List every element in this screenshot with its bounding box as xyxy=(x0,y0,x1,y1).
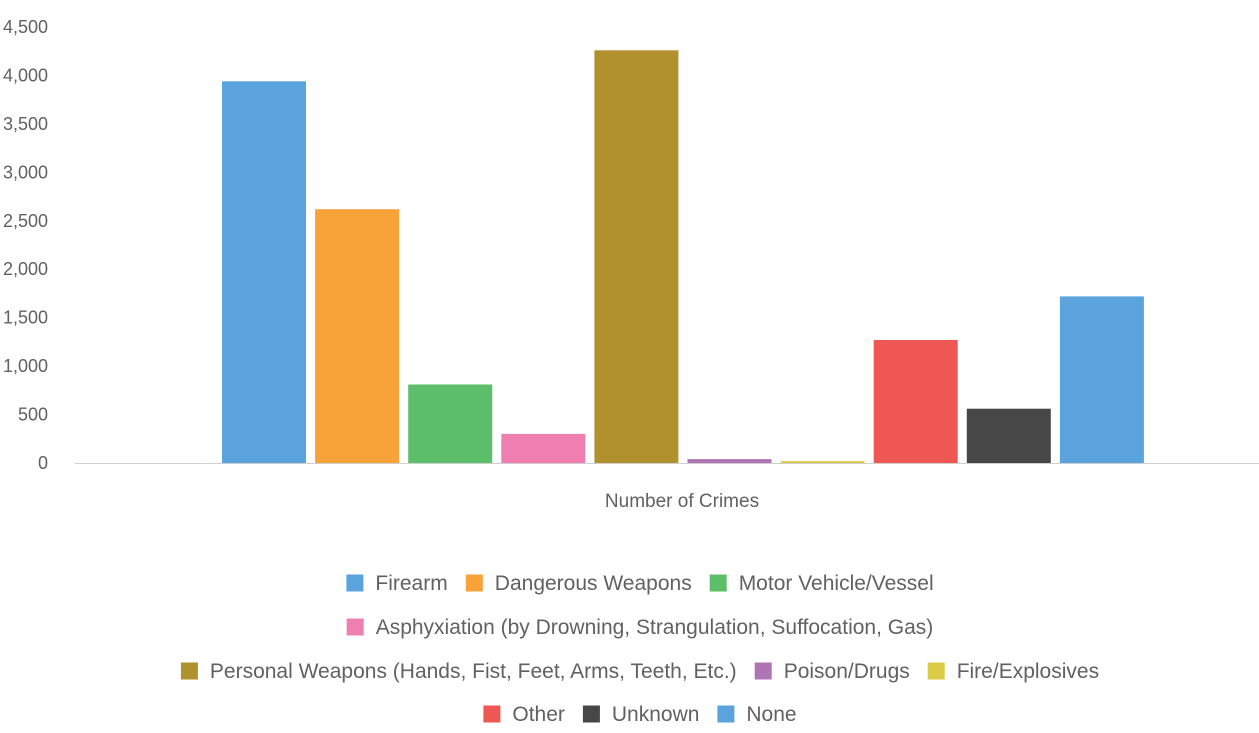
legend-swatch xyxy=(483,705,501,723)
bars xyxy=(222,50,1144,464)
legend-swatch xyxy=(346,618,364,636)
legend-swatch xyxy=(927,662,945,680)
legend-item: Unknown xyxy=(582,703,700,726)
y-tick-label: 4,500 xyxy=(3,17,48,37)
bar-motor-vehicle-vessel xyxy=(408,384,493,463)
legend-item: Poison/Drugs xyxy=(754,660,910,683)
bar-none xyxy=(1059,296,1144,463)
legend-label: Personal Weapons (Hands, Fist, Feet, Arm… xyxy=(210,660,737,683)
y-tick-label: 500 xyxy=(18,405,48,425)
legend-swatch xyxy=(754,662,772,680)
legend-swatch xyxy=(717,705,735,723)
legend-item: Asphyxiation (by Drowning, Strangulation… xyxy=(346,616,934,639)
x-axis-title: Number of Crimes xyxy=(605,491,759,512)
legend: Firearm Dangerous Weapons Motor Vehicle/Ve… xyxy=(180,572,1099,726)
bar-fire-explosives xyxy=(780,461,865,463)
legend-label: Other xyxy=(512,703,565,726)
y-tick-label: 3,000 xyxy=(3,162,48,182)
y-tick-label: 4,000 xyxy=(3,65,48,85)
legend-item: Dangerous Weapons xyxy=(465,572,692,595)
legend-label: Unknown xyxy=(612,703,700,726)
bar-unknown xyxy=(966,408,1051,463)
legend-swatch xyxy=(465,574,483,592)
legend-swatch xyxy=(709,574,727,592)
legend-swatch xyxy=(180,662,198,680)
legend-label: Firearm xyxy=(375,572,447,595)
legend-label: Poison/Drugs xyxy=(784,660,910,683)
legend-label: Fire/Explosives xyxy=(957,660,1099,683)
legend-label: None xyxy=(746,703,796,726)
legend-item: Personal Weapons (Hands, Fist, Feet, Arm… xyxy=(180,660,737,683)
bar-firearm xyxy=(222,81,306,464)
legend-label: Motor Vehicle/Vessel xyxy=(739,572,934,595)
legend-item: Fire/Explosives xyxy=(927,660,1099,683)
legend-item: Other xyxy=(483,703,565,726)
y-tick-label: 3,500 xyxy=(3,114,48,134)
y-tick-label: 2,000 xyxy=(3,259,48,279)
bar-dangerous-weapons xyxy=(315,209,400,463)
y-tick-label: 1,000 xyxy=(3,356,48,376)
legend-item: Motor Vehicle/Vessel xyxy=(709,572,934,595)
legend-item: None xyxy=(717,703,797,726)
bar-other xyxy=(873,340,958,463)
legend-label: Dangerous Weapons xyxy=(495,572,692,595)
legend-item: Firearm xyxy=(346,572,448,595)
bar-personal-weapons-hands-fist-feet-arms-teeth-etc xyxy=(594,50,679,464)
y-tick-label: 1,500 xyxy=(3,308,48,328)
y-tick-label: 0 xyxy=(38,453,48,473)
legend-swatch xyxy=(582,705,600,723)
bar-asphyxiation-by-drowning-strangulation-suffocation-gas xyxy=(501,433,586,463)
bar-poison-drugs xyxy=(687,459,772,463)
legend-swatch xyxy=(346,574,364,592)
legend-label: Asphyxiation (by Drowning, Strangulation… xyxy=(376,616,934,639)
y-tick-label: 2,500 xyxy=(3,211,48,231)
y-axis-ticks: 0 500 1,000 1,500 2,000 2,500 3,000 3,500 4,000 4… xyxy=(3,17,48,473)
